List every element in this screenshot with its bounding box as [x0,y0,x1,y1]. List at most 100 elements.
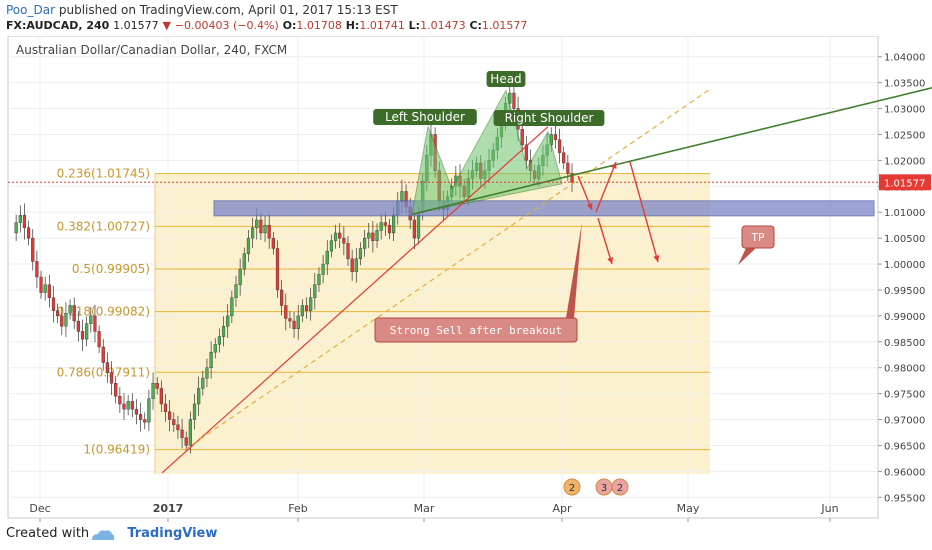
candle-body [14,222,18,234]
candle-body [313,284,317,298]
candle-body [317,274,321,285]
candle-body [350,258,354,273]
candle-body [250,227,255,239]
candle-body [520,129,524,146]
candle-body [392,214,396,234]
neckline-trendline [411,87,932,216]
candle-body [205,367,209,379]
candle-body [362,237,367,249]
candle-body [309,297,313,311]
last-price: 1.01577 [113,19,159,32]
candle-body [280,289,284,306]
forecast-arrow-3 [597,217,613,265]
author-link[interactable]: Poo_Dar [6,3,56,17]
candle-body [168,411,172,420]
candle-body [400,191,404,203]
fib-level-label: 0.382(1.00727) [57,219,150,233]
open-value: 1.01708 [296,19,342,32]
left-shoulder-label: Left Shoulder [385,110,465,124]
candle-body [375,230,379,241]
candle-body [51,297,56,311]
candle-body [105,362,110,374]
fib-level-label: 1(0.96419) [83,443,150,457]
y-tick-label: 1.00000 [884,260,925,271]
candle-body [242,253,246,270]
chart-title: Australian Dollar/Canadian Dollar, 240, … [16,43,287,57]
candle-body [197,388,201,405]
candle-body [338,232,342,239]
head-label: Head [490,72,521,86]
candle-body [47,284,51,298]
y-tick-label: 0.99000 [884,312,925,323]
candle-body [147,398,151,423]
right-shoulder-label: Right Shoulder [505,111,594,125]
close-value: 1.01577 [481,19,528,32]
tp-callout-text: TP [751,231,765,244]
strong-sell-callout-text: Strong Sell after breakout [390,324,562,337]
candle-body [292,320,296,330]
fib-level-label: 0.236(1.01745) [57,167,150,181]
fib-level-label: 0.5(0.99905) [72,262,150,276]
candle-body [333,232,338,241]
forecast-arrow-1-head [586,203,593,210]
candle-body [180,429,184,438]
forecast-arrow-3-head [607,257,614,264]
candle-body [72,305,76,322]
current-price-badge [879,174,931,191]
footer: Created with TradingView [6,526,217,541]
event-badge-count: 2 [569,483,575,494]
head-label-bg [486,71,526,87]
candle-body [371,232,375,241]
candle-body [64,313,68,327]
x-tick-label: Feb [288,502,307,515]
fib-level-label: 0.618(0.99082) [57,305,150,319]
fib-level-label: 0.786(0.97911) [57,365,150,379]
y-tick-label: 1.01000 [884,208,925,219]
candle-body [209,351,213,368]
candle-body [114,383,118,397]
candle-body [60,315,64,327]
low-label: L: [408,19,421,32]
candle-body [26,227,31,239]
forecast-arrow-2 [595,161,617,213]
candle-body [176,424,180,431]
event-badge-count: 2 [617,483,623,494]
y-tick-label: 0.96500 [884,441,925,452]
candle-body [56,310,60,317]
candle-body [43,284,47,293]
forecast-arrow-4-head [653,255,660,262]
tradingview-cloud-icon [92,530,115,540]
left-shoulder-label-bg [373,109,477,125]
symbol-label: FX:AUDCAD, 240 [6,19,110,32]
publish-header: Poo_Dar published on TradingView.com, Ap… [6,3,398,17]
candle-body [379,222,383,231]
head-shoulders-pattern [411,89,563,215]
candle-body [109,372,114,384]
candle-body [143,419,147,423]
candle-body [387,224,392,234]
low-value: 1.01473 [420,19,466,32]
x-tick-label: May [677,502,700,515]
candle-body [18,215,22,223]
y-tick-label: 1.02500 [884,130,925,141]
high-label: H: [345,19,360,32]
candle-body [35,261,39,278]
candle-body [80,331,85,340]
candle-body [566,162,570,174]
candle-body [284,305,288,319]
candle-body [346,243,350,260]
price-chart[interactable]: 0.236(1.01745) 0.382(1.00727) 0.5(0.99905)… [0,36,932,524]
created-with-label: Created with [6,526,90,541]
candle-body [201,377,205,389]
candle-body [275,248,280,291]
y-tick-label: 1.00500 [884,234,925,245]
candle-body [138,414,143,420]
candle-body [267,224,271,239]
candle-body [238,269,242,285]
candle-body [22,215,27,228]
x-tick-label: Mar [414,502,435,515]
y-tick-label: 0.95500 [884,493,925,504]
tradingview-brand-link[interactable]: TradingView [127,526,218,541]
candle-body [188,419,192,446]
candle-body [553,134,558,140]
